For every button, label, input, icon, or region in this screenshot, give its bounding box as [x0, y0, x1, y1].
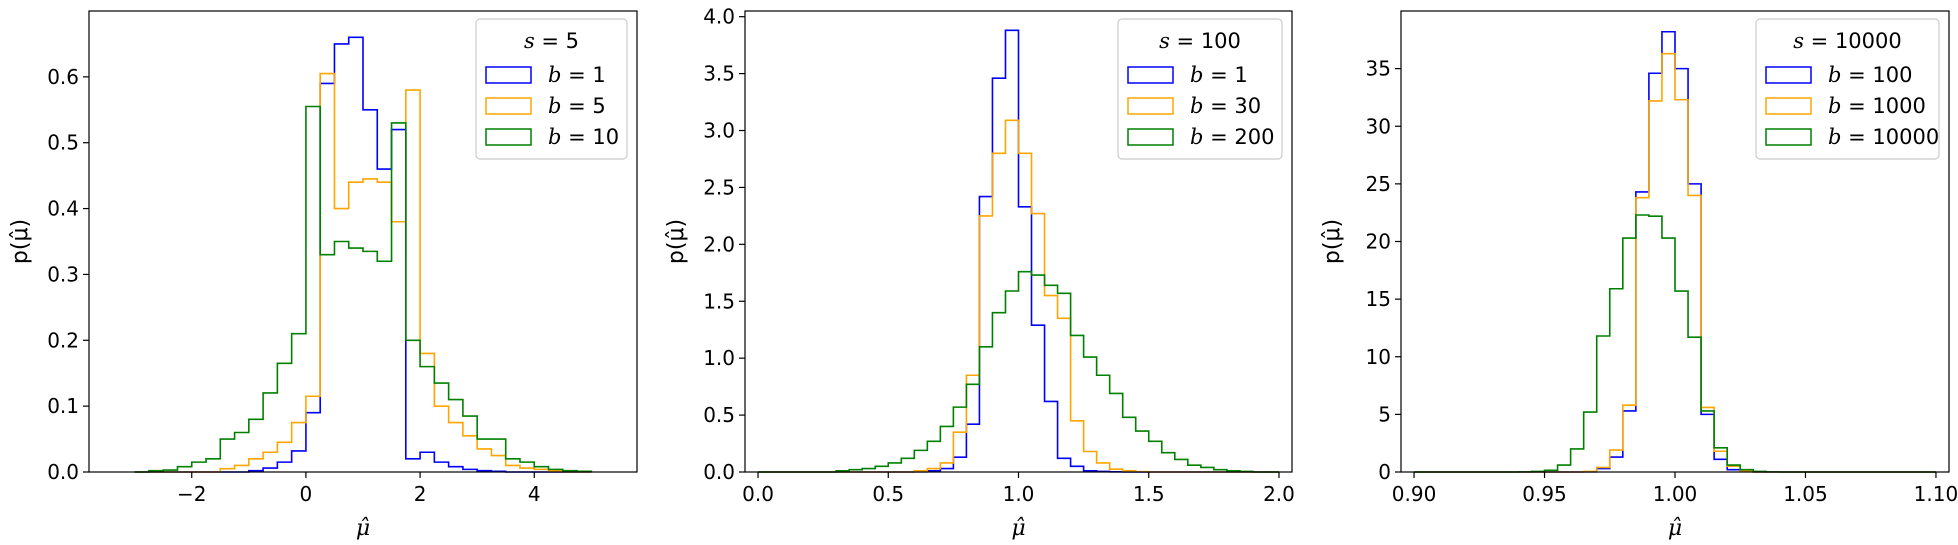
legend: s = 100 b = 1 b = 30 b = 200 — [1117, 18, 1283, 160]
y-tick-label: 10 — [1366, 345, 1391, 369]
legend: s = 10000 b = 100 b = 1000 b = 10000 — [1755, 18, 1940, 160]
x-tick-label: 0.0 — [742, 482, 774, 506]
y-axis-label: p(μ̂) — [8, 219, 33, 264]
legend-entry-label: b = 10 — [548, 125, 619, 149]
legend-box — [1755, 18, 1940, 160]
legend-entry-label: b = 200 — [1190, 125, 1274, 149]
y-tick-label: 25 — [1366, 172, 1391, 196]
legend-swatch — [1127, 97, 1174, 115]
legend-var: b — [548, 125, 561, 149]
legend-entry-label: b = 1000 — [1828, 94, 1926, 118]
legend-var: b — [1828, 94, 1841, 118]
legend-var: s — [1793, 29, 1804, 53]
legend-var: b — [1190, 94, 1203, 118]
histogram-series-b-200 — [758, 270, 1279, 473]
x-tick-label: 0 — [300, 482, 313, 506]
histogram-series-b-10000 — [1414, 214, 1936, 473]
legend-swatch — [485, 97, 532, 115]
legend-title: s = 10000 — [1793, 29, 1902, 53]
y-axis-label: p(μ̂) — [1320, 219, 1345, 264]
y-tick-label: 5 — [1378, 402, 1391, 426]
y-tick-label: 1.5 — [703, 289, 735, 313]
x-tick-label: 1.5 — [1133, 482, 1165, 506]
y-tick-label: 30 — [1366, 114, 1391, 138]
legend-entry-label: b = 5 — [548, 94, 606, 118]
y-tick-label: 0.1 — [47, 394, 79, 418]
chart-panel-2: 0.0 0.5 1.0 1.5 2.0 0.0 0.5 1.0 1.5 2.0 2.5 3.0 3.5 4… — [664, 5, 1295, 541]
legend-swatch — [1127, 66, 1174, 84]
y-tick-label: 20 — [1366, 230, 1391, 254]
legend-title: s = 5 — [524, 29, 579, 53]
legend-var: b — [1828, 63, 1841, 87]
y-tick-label: 0.0 — [47, 460, 79, 484]
plot-area-frame — [88, 10, 638, 473]
legend-swatch — [485, 128, 532, 146]
legend-box — [475, 18, 628, 160]
y-tick-label: 0.6 — [47, 65, 79, 89]
legend-entry-label: b = 30 — [1190, 94, 1261, 118]
legend-title: s = 100 — [1159, 29, 1241, 53]
legend-var: b — [1190, 125, 1203, 149]
y-tick-label: 2.0 — [703, 232, 735, 256]
y-tick-label: 3.5 — [703, 62, 735, 86]
histogram-series-b-5 — [134, 72, 592, 473]
legend-swatch — [1765, 97, 1812, 115]
y-tick-label: 0 — [1378, 460, 1391, 484]
y-tick-label: 0.2 — [47, 328, 79, 352]
x-axis-label: μ̂ — [356, 516, 370, 541]
legend-entry-label: b = 10000 — [1828, 125, 1939, 149]
y-tick-label: 2.5 — [703, 175, 735, 199]
legend: s = 5 b = 1 b = 5 b = 10 — [475, 18, 628, 160]
x-tick-label: 2 — [414, 482, 427, 506]
legend-entry-label: b = 1 — [548, 63, 606, 87]
legend-var: s — [524, 29, 535, 53]
y-tick-label: 1.0 — [703, 346, 735, 370]
y-axis-label: p(μ̂) — [664, 219, 689, 264]
legend-box — [1117, 18, 1283, 160]
x-tick-label: 4 — [528, 482, 541, 506]
y-tick-label: 0.4 — [47, 197, 79, 221]
x-tick-label: 2.0 — [1263, 482, 1295, 506]
legend-var: b — [1828, 125, 1841, 149]
legend-var: b — [1190, 63, 1203, 87]
histogram-series-b-10 — [134, 105, 593, 473]
histogram-series-b-1 — [134, 36, 592, 473]
x-tick-label: 1.0 — [1003, 482, 1035, 506]
x-tick-label: 0.95 — [1522, 482, 1567, 506]
legend-entry-label: b = 100 — [1828, 63, 1912, 87]
y-tick-label: 0.5 — [47, 131, 79, 155]
x-tick-label: 1.05 — [1783, 482, 1828, 506]
x-tick-label: 0.90 — [1392, 482, 1437, 506]
legend-var: b — [548, 63, 561, 87]
y-tick-label: 15 — [1366, 287, 1391, 311]
legend-entry-label: b = 1 — [1190, 63, 1248, 87]
x-tick-label: 1.00 — [1653, 482, 1698, 506]
chart-panel-3: 0.90 0.95 1.00 1.05 1.10 0 5 10 15 20 25 30 35 μ̂ p(μ̂… — [1320, 10, 1958, 541]
chart-panel-1: −2 0 2 4 0.0 0.1 0.2 0.3 0.4 0.5 0.6 μ̂ p(μ̂) s = 5 b … — [8, 10, 638, 541]
y-tick-label: 0.0 — [703, 460, 735, 484]
x-tick-label: −2 — [177, 482, 206, 506]
y-tick-label: 0.3 — [47, 262, 79, 286]
legend-swatch — [1127, 128, 1174, 146]
y-tick-label: 3.0 — [703, 119, 735, 143]
legend-var: s — [1159, 29, 1170, 53]
legend-swatch — [485, 66, 532, 84]
y-tick-label: 35 — [1366, 57, 1391, 81]
legend-swatch — [1765, 128, 1812, 146]
x-tick-label: 0.5 — [872, 482, 904, 506]
y-tick-label: 4.0 — [703, 5, 735, 29]
legend-var: b — [548, 94, 561, 118]
y-tick-label: 0.5 — [703, 403, 735, 427]
x-axis-label: μ̂ — [1011, 516, 1025, 541]
legend-swatch — [1765, 66, 1812, 84]
x-tick-label: 1.10 — [1914, 482, 1958, 506]
x-axis-label: μ̂ — [1668, 516, 1682, 541]
